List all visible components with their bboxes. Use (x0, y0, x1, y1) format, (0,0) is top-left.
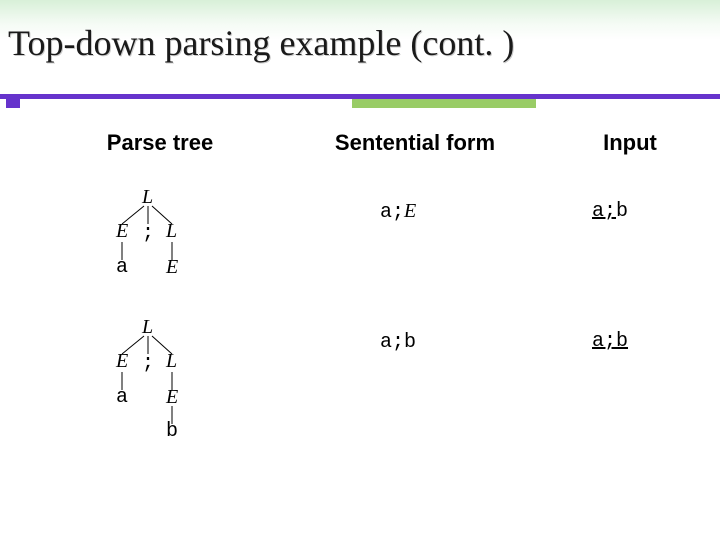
tree1-L-top: L (142, 186, 153, 209)
sent1-prefix: a; (380, 201, 404, 224)
sentential-row-1: a;E (380, 200, 416, 224)
tree2-E-mid: E (166, 386, 178, 409)
sent2-prefix: a;b (380, 331, 416, 354)
input-row-2: a;b (592, 330, 628, 353)
tree1-E-left: E (116, 220, 128, 243)
tree-2-edges (108, 320, 208, 440)
tree1-L-right: L (166, 220, 177, 243)
col-header-parse: Parse tree (70, 130, 250, 156)
tree2-L-right: L (166, 350, 177, 373)
tree2-semi: ; (142, 352, 154, 375)
inp2-prefix: a;b (592, 330, 628, 353)
tree2-a: a (116, 386, 128, 409)
tree2-L-top: L (142, 316, 153, 339)
input-row-1: a;b (592, 200, 628, 223)
tree1-a: a (116, 256, 128, 279)
slide-title: Top-down parsing example (cont. ) (0, 0, 720, 72)
inp1-underlined: a; (592, 200, 616, 223)
divider-dot (6, 94, 20, 108)
tree1-semi: ; (142, 222, 154, 245)
tree1-E-bottom: E (166, 256, 178, 279)
col-header-sentential: Sentential form (300, 130, 530, 156)
parse-tree-1: L E ; L a E (108, 190, 208, 280)
divider-green (352, 99, 536, 108)
sent1-suffix: E (404, 200, 416, 222)
sentential-row-2: a;b (380, 330, 416, 354)
tree2-b: b (166, 420, 178, 443)
parse-tree-2: L E ; L a E b (108, 320, 208, 440)
tree2-E-left: E (116, 350, 128, 373)
inp1-rest: b (616, 200, 628, 223)
col-header-input: Input (580, 130, 680, 156)
